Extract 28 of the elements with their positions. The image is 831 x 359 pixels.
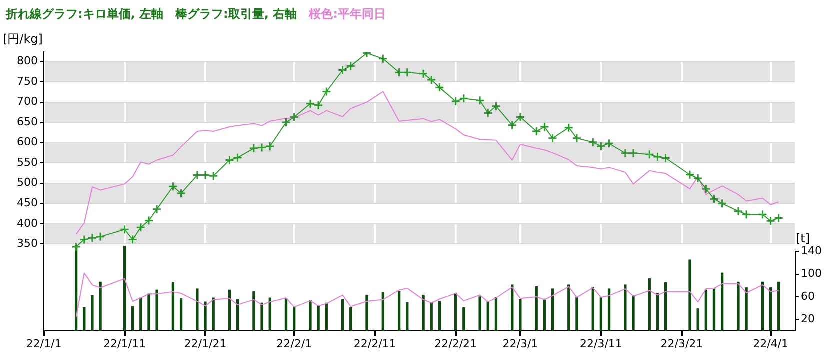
y2-tick-label: 100: [801, 267, 822, 280]
y-axis-title: [円/kg]: [3, 32, 43, 46]
y-tick-label: 700: [17, 95, 38, 108]
x-tick-label: 22/1/11: [104, 337, 146, 350]
y2-tick-label: 140: [801, 244, 822, 258]
y-tick-label: 750: [17, 74, 38, 88]
y-tick-label: 650: [17, 115, 38, 128]
x-tick-label: 22/1/21: [184, 337, 227, 350]
x-tick-label: 22/3/21: [660, 337, 704, 350]
chart-subtitle: 桜色:平年同日: [309, 7, 386, 21]
y2-tick-label: 20: [801, 312, 815, 326]
x-tick-label: 22/1/1: [26, 337, 62, 350]
x-tick-label: 22/2/21: [434, 337, 478, 350]
chart-title: 折れ線グラフ:キロ単価, 左軸 棒グラフ:取引量, 右軸: [6, 7, 298, 21]
y-tick-label: 350: [17, 237, 38, 250]
y-tick-label: 550: [17, 156, 38, 169]
y2-axis-title: [t]: [796, 232, 810, 246]
y-tick-label: 600: [17, 136, 38, 149]
y-tick-label: 800: [17, 54, 38, 68]
y-tick-label: 450: [17, 196, 38, 210]
x-tick-label: 22/2/11: [354, 337, 396, 350]
x-tick-label: 22/3/1: [502, 337, 538, 350]
y-tick-label: 400: [17, 216, 38, 230]
x-tick-label: 22/3/11: [580, 337, 622, 350]
y-tick-label: 500: [17, 176, 38, 190]
x-tick-label: 22/2/1: [276, 337, 312, 350]
x-tick-label: 22/4/1: [753, 337, 788, 350]
y2-tick-label: 60: [801, 290, 815, 303]
